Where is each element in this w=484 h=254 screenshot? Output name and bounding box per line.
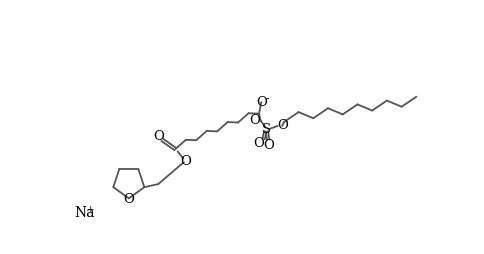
Text: O: O bbox=[253, 137, 264, 150]
Text: Na: Na bbox=[75, 206, 95, 220]
Text: O: O bbox=[248, 114, 259, 127]
Text: -: - bbox=[265, 93, 269, 103]
Text: O: O bbox=[276, 119, 287, 132]
Text: O: O bbox=[123, 193, 134, 205]
Text: +: + bbox=[86, 205, 93, 214]
Text: O: O bbox=[256, 96, 266, 109]
Text: O: O bbox=[152, 130, 164, 143]
Text: O: O bbox=[181, 155, 191, 168]
Text: O: O bbox=[262, 139, 273, 152]
Text: S: S bbox=[262, 122, 271, 136]
